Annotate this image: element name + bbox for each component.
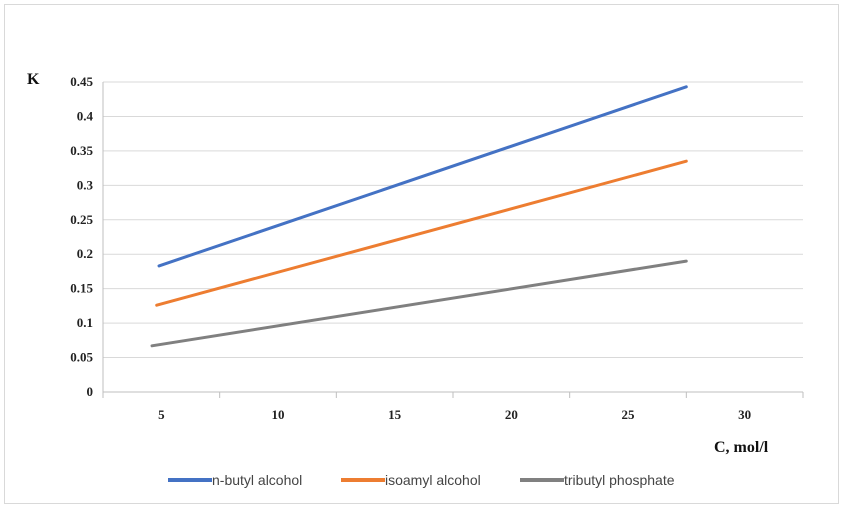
y-tick-label: 0.1 xyxy=(77,315,93,330)
series-lines xyxy=(150,85,688,348)
chart-frame: 0 0.05 0.1 0.15 0.2 0.25 0.3 0.35 0.4 0.45 5 10 15 20… xyxy=(4,4,839,504)
y-tick-label: 0.4 xyxy=(77,108,94,123)
legend-label: isoamyl alcohol xyxy=(385,472,481,488)
series-line xyxy=(155,159,688,307)
x-axis-title: C, mol/l xyxy=(714,439,769,456)
y-tick-label: 0.05 xyxy=(70,350,93,365)
legend-label: tributyl phosphate xyxy=(564,472,675,488)
series-line xyxy=(157,85,688,268)
line-chart: 0 0.05 0.1 0.15 0.2 0.25 0.3 0.35 0.4 0.45 5 10 15 20… xyxy=(27,71,804,488)
gridlines xyxy=(103,81,803,359)
x-tick-label: 10 xyxy=(272,407,285,422)
y-tick-label: 0.45 xyxy=(70,74,93,89)
y-tick-label: 0.35 xyxy=(70,143,93,158)
y-tick-label: 0.25 xyxy=(70,212,93,227)
legend: n-butyl alcohol isoamyl alcohol tributyl p… xyxy=(168,472,675,488)
x-tick-label: 30 xyxy=(738,407,751,422)
y-tick-label: 0.15 xyxy=(70,281,93,296)
y-tick-label: 0 xyxy=(87,384,94,399)
x-tick-label: 5 xyxy=(158,407,165,422)
y-axis-title: K xyxy=(27,71,40,88)
y-tick-label: 0.2 xyxy=(77,246,93,261)
tick-labels: 0 0.05 0.1 0.15 0.2 0.25 0.3 0.35 0.4 0.45 5 10 15 20… xyxy=(70,74,751,422)
axes xyxy=(102,82,804,398)
x-tick-label: 25 xyxy=(622,407,636,422)
x-tick-label: 20 xyxy=(505,407,518,422)
legend-label: n-butyl alcohol xyxy=(212,472,302,488)
x-tick-label: 15 xyxy=(388,407,402,422)
series-line xyxy=(150,259,688,348)
y-tick-label: 0.3 xyxy=(77,177,94,192)
